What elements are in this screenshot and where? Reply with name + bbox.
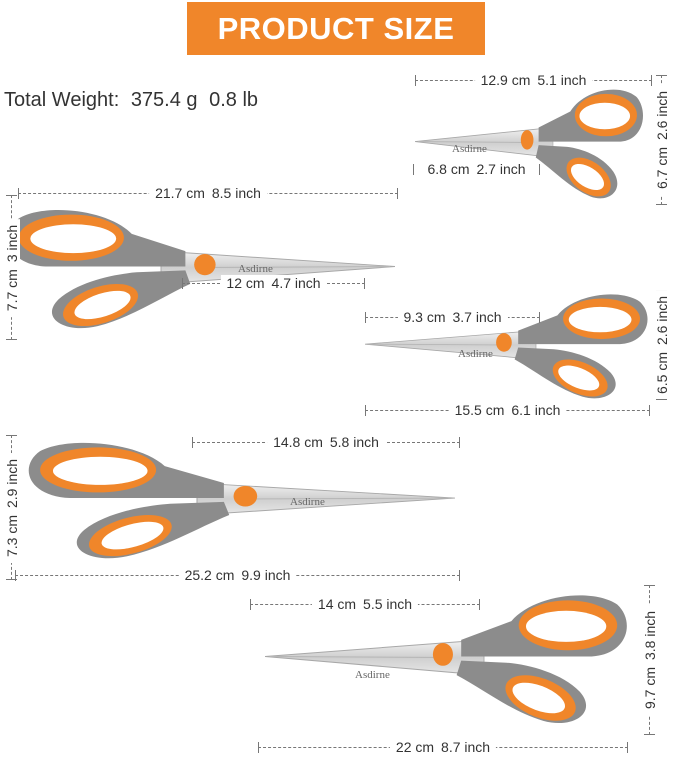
dim-cm: 21.7 cm [155, 185, 205, 201]
dim-cm: 6.7 cm [654, 147, 670, 190]
dim-inch: 3.7 inch [452, 309, 502, 325]
dim-cm: 9.7 cm [642, 667, 658, 710]
dim-inch: 5.8 inch [329, 434, 379, 450]
dim-cm: 7.3 cm [4, 514, 20, 557]
dim-cm: 12.9 cm [480, 72, 531, 88]
dim-inch: 5.1 inch [537, 72, 587, 88]
dim-inch: 8.5 inch [211, 185, 261, 201]
dim-cm: 22 cm [395, 739, 435, 755]
dim-inch: 2.6 inch [654, 295, 670, 346]
dim-medium-length: 15.5 cm 6.1 inch [365, 402, 650, 418]
xl-scissors [28, 442, 455, 560]
dim-inch: 4.7 inch [271, 275, 321, 291]
weight-grams: 375.4 g [130, 89, 198, 111]
brand-engraving-large: Asdirne [238, 263, 273, 275]
dim-xl-length: 25.2 cm 9.9 inch [15, 567, 460, 583]
dim-cm: 7.7 cm [4, 268, 20, 311]
weight-pounds: 0.8 lb [209, 89, 259, 111]
kitchen-scissors [265, 594, 628, 725]
dim-small-height: 6.7 cm 2.6 inch [654, 75, 670, 205]
dim-inch: 2.6 inch [654, 90, 670, 141]
brand-engraving-xl: Asdirne [290, 496, 325, 508]
dim-inch: 2.9 inch [4, 458, 20, 508]
small-scissors [415, 89, 644, 200]
dim-cm: 14 cm [317, 596, 357, 612]
dim-inch: 8.7 inch [441, 739, 491, 755]
dim-large-height: 7.7 cm 3 inch [4, 195, 20, 340]
brand-engraving-medium: Asdirne [458, 348, 493, 360]
product-size-banner: PRODUCT SIZE [187, 2, 485, 55]
dim-large-length: 21.7 cm 8.5 inch [18, 185, 398, 201]
weight-label: Total Weight: [4, 89, 120, 111]
dim-inch: 3 inch [4, 224, 20, 262]
dim-large-blade: 12 cm 4.7 inch [182, 275, 365, 291]
dim-kitchen-height: 9.7 cm 3.8 inch [642, 585, 658, 735]
dim-cm: 12 cm [226, 275, 265, 291]
dim-cm: 9.3 cm [403, 309, 446, 325]
dim-kitchen-length: 22 cm 8.7 inch [258, 739, 628, 755]
dim-xl-height: 7.3 cm 2.9 inch [4, 435, 20, 580]
dim-inch: 3.8 inch [642, 610, 658, 661]
dim-medium-blade: 9.3 cm 3.7 inch [365, 309, 540, 325]
dim-cm: 15.5 cm [454, 402, 505, 418]
large-scissors [7, 209, 395, 330]
total-weight: Total Weight: 375.4 g 0.8 lb [4, 89, 264, 112]
brand-engraving-small: Asdirne [452, 143, 487, 155]
dim-inch: 9.9 inch [241, 567, 291, 583]
dim-cm: 25.2 cm [184, 567, 235, 583]
dim-kitchen-blade: 14 cm 5.5 inch [250, 596, 480, 612]
dim-inch: 6.1 inch [511, 402, 561, 418]
dim-small-length: 12.9 cm 5.1 inch [415, 72, 652, 88]
dim-inch: 2.7 inch [476, 161, 526, 177]
brand-engraving-kitchen: Asdirne [355, 669, 390, 681]
dim-cm: 14.8 cm [273, 434, 323, 450]
dim-cm: 6.8 cm [427, 161, 470, 177]
dim-medium-height: 6.5 cm 2.6 inch [654, 289, 670, 401]
dim-inch: 5.5 inch [363, 596, 413, 612]
dim-cm: 6.5 cm [654, 352, 670, 395]
dim-xl-blade: 14.8 cm 5.8 inch [192, 434, 460, 450]
